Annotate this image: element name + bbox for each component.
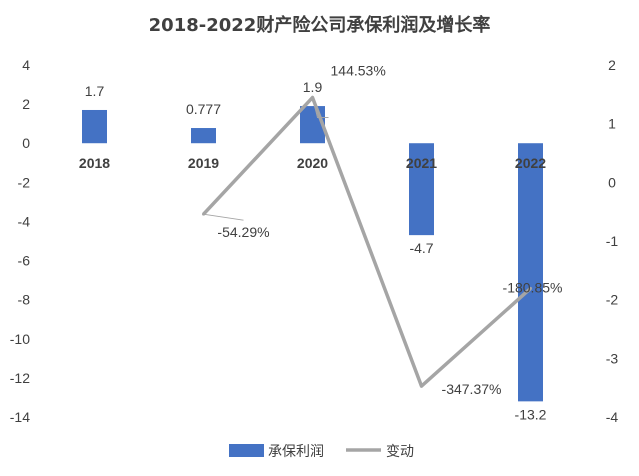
left-tick-label: -12 [10,370,30,386]
left-tick-label: 0 [22,135,30,151]
bar-data-label: 0.777 [186,101,221,117]
bar-data-label: 1.9 [303,79,323,95]
left-tick-label: -8 [18,292,31,308]
category-labels: 2018 2019 2020 2021 2022 [79,155,546,171]
line-series [202,95,532,388]
bar-data-label: -13.2 [515,406,547,422]
category-label: 2021 [406,155,437,171]
legend-swatch-profit [229,444,264,457]
left-axis-ticks: 4 2 0 -2 -4 -6 -8 -10 -12 -14 [10,57,30,425]
bar-data-label: 1.7 [85,83,105,99]
category-label: 2022 [515,155,546,171]
category-label: 2020 [297,155,328,171]
right-tick-label: 0 [608,174,616,190]
legend-label-profit: 承保利润 [268,444,324,460]
left-tick-label: -10 [10,331,30,347]
category-label: 2018 [79,155,110,171]
line-data-label: -347.37% [442,381,502,397]
legend: 承保利润 变动 [229,444,414,460]
change-point [420,384,423,388]
category-label: 2019 [188,155,219,171]
left-tick-label: -6 [18,253,31,269]
line-data-label: 144.53% [331,63,386,79]
left-tick-label: -2 [18,174,31,190]
bar-series [82,106,543,402]
left-tick-label: 4 [22,57,30,73]
chart-title: 2018-2022财产险公司承保利润及增长率 [149,14,491,36]
right-tick-label: 2 [608,57,616,73]
label-leader-line [312,97,329,119]
bar [518,143,543,402]
left-tick-label: -14 [10,409,30,425]
right-tick-label: -3 [606,350,619,366]
right-tick-label: -4 [606,409,619,425]
left-tick-label: 2 [22,96,30,112]
right-tick-label: -2 [606,292,619,308]
bar-data-label: -4.7 [409,240,433,256]
legend-label-change: 变动 [386,444,414,460]
bar [409,143,434,236]
right-tick-label: -1 [606,233,619,249]
bar [82,109,107,144]
bar-data-labels: 1.7 0.777 1.9 -4.7 -13.2 [85,79,547,422]
bar [300,106,325,144]
change-point [529,286,532,290]
line-data-labels: -54.29% 144.53% -347.37% -180.85% [203,63,563,397]
change-line [202,95,532,388]
line-data-label: -180.85% [503,279,563,295]
bar [191,128,216,144]
line-data-label: -54.29% [217,224,269,240]
right-axis-ticks: 2 1 0 -1 -2 -3 -4 [606,57,619,425]
left-tick-label: -4 [18,213,31,229]
label-leader-line [203,213,244,221]
right-tick-label: 1 [608,116,616,132]
